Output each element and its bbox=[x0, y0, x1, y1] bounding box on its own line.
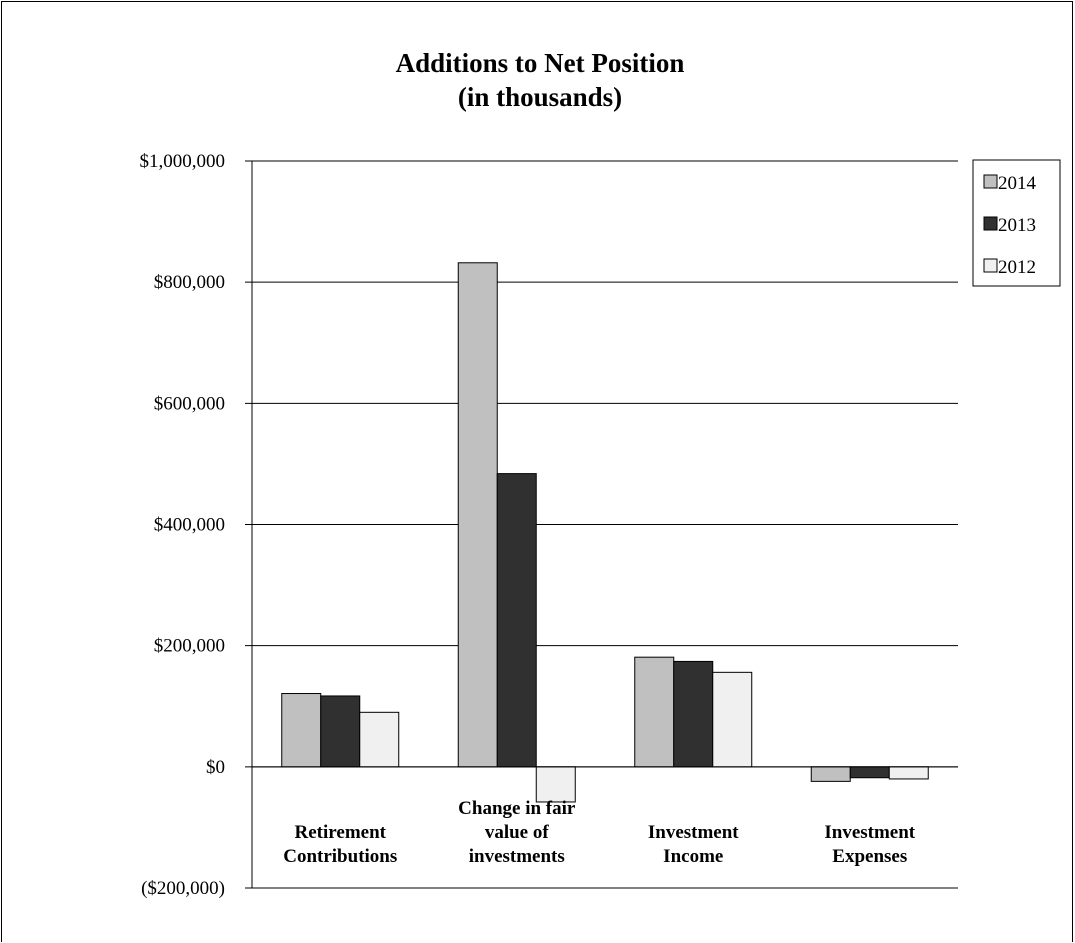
legend-label: 2012 bbox=[998, 257, 1036, 278]
legend-swatch-2014 bbox=[983, 174, 998, 189]
y-axis-ticks: $1,000,000 $800,000 $600,000 $400,000 $200,0… bbox=[140, 151, 226, 899]
bar-2013 bbox=[673, 660, 714, 768]
legend-swatch-2013 bbox=[983, 216, 998, 231]
gridlines bbox=[245, 160, 958, 889]
bar-2012 bbox=[535, 766, 576, 803]
y-tick-label: $600,000 bbox=[154, 393, 225, 414]
bar-2013 bbox=[320, 695, 361, 768]
x-category-label: Change in fair bbox=[458, 798, 576, 819]
bar-2012 bbox=[888, 766, 929, 780]
chart-title-line: Additions to Net Position bbox=[396, 48, 685, 78]
y-tick-label: $1,000,000 bbox=[140, 151, 226, 172]
y-tick-label: $200,000 bbox=[154, 636, 225, 657]
x-category-label: Contributions bbox=[283, 846, 397, 867]
legend-swatch-2012 bbox=[983, 258, 998, 273]
legend-label: 2014 bbox=[998, 173, 1037, 194]
y-tick-label: $800,000 bbox=[154, 272, 225, 293]
axes bbox=[251, 161, 958, 888]
y-tick-label: ($200,000) bbox=[141, 878, 225, 899]
y-tick-label: $0 bbox=[206, 757, 225, 778]
legend-label: 2013 bbox=[998, 215, 1036, 236]
x-category-label: investments bbox=[469, 846, 565, 867]
bar-2014 bbox=[281, 693, 322, 768]
x-axis-categories: Retirement Contributions Change in fair val… bbox=[283, 798, 916, 867]
x-category-label: value of bbox=[485, 822, 550, 843]
x-category-label: Expenses bbox=[832, 846, 907, 867]
x-category-label: Income bbox=[663, 846, 723, 867]
bar-2013 bbox=[849, 766, 890, 779]
y-tick-label: $400,000 bbox=[154, 515, 225, 536]
legend: 2014 2013 2012 bbox=[972, 159, 1061, 287]
bar-2014 bbox=[634, 656, 675, 768]
x-category-label: Retirement bbox=[295, 822, 387, 843]
chart-title-line: (in thousands) bbox=[458, 82, 622, 112]
bar-2012 bbox=[359, 711, 400, 768]
x-category-label: Investment bbox=[824, 822, 915, 843]
bar-2013 bbox=[496, 473, 537, 768]
chart-title: Additions to Net Position (in thousands) bbox=[396, 48, 685, 112]
bar-2012 bbox=[712, 671, 753, 768]
bar-2014 bbox=[457, 262, 498, 768]
bars bbox=[281, 262, 929, 803]
x-category-label: Investment bbox=[648, 822, 739, 843]
bar-2014 bbox=[810, 766, 851, 782]
